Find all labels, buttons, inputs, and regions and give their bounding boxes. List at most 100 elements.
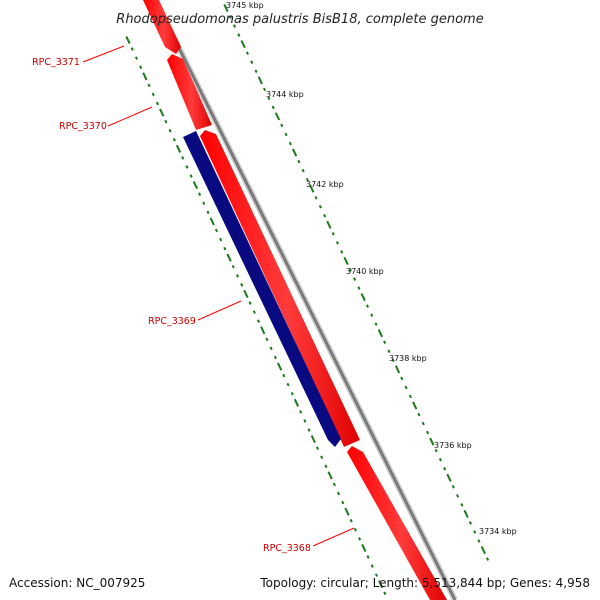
- gene-arrow-rpc-3371[interactable]: [143, 0, 181, 54]
- outer-tick-55: [460, 503, 464, 507]
- outer-tick-16: [291, 148, 298, 157]
- outer-tick-40: [394, 365, 401, 374]
- outer-tick-18: [301, 168, 305, 173]
- outer-tick-17: [297, 159, 301, 164]
- inner-tick-34: [269, 346, 273, 351]
- inner-tick-57: [366, 555, 370, 559]
- inner-tick-54: [353, 527, 357, 532]
- inner-tick-59: [374, 573, 379, 577]
- inner-tick-47: [324, 464, 328, 469]
- backbone: [152, 0, 458, 600]
- gene-arrow-rpc-3369-fwd[interactable]: [200, 130, 360, 447]
- inner-tick-5: [147, 83, 151, 88]
- gene-label-rpc-3371[interactable]: RPC_3371: [32, 57, 80, 68]
- outer-tick-43: [408, 394, 412, 399]
- inner-tick-12: [175, 144, 182, 153]
- outer-tick-12: [274, 112, 281, 121]
- outer-tick-29: [348, 268, 352, 272]
- outer-tick-14: [284, 132, 288, 137]
- outer-tick-42: [404, 385, 408, 390]
- tick-label-3742: 3742 kbp: [306, 180, 344, 189]
- inner-tick-marks: [125, 35, 387, 596]
- outer-tick-5: [245, 51, 250, 55]
- genome-title: Rhodopseudomonas palustris BisB18, compl…: [116, 12, 483, 27]
- outer-tick-30: [353, 277, 357, 281]
- gene-arrow-rpc-3369[interactable]: [183, 131, 341, 447]
- outer-tick-26: [335, 241, 340, 245]
- outer-tick-3: [237, 33, 241, 37]
- inner-tick-21: [214, 228, 219, 233]
- gene-label-rpc-3368[interactable]: RPC_3368: [263, 543, 311, 554]
- gene-arrow-rpc-3368[interactable]: [347, 446, 447, 600]
- inner-tick-39: [290, 391, 294, 396]
- inner-tick-24: [226, 253, 232, 262]
- inner-tick-61: [383, 591, 387, 596]
- outer-tick-32: [360, 293, 366, 302]
- outer-tick-10: [267, 96, 271, 101]
- inner-tick-27: [240, 283, 244, 287]
- outer-tick-11: [271, 105, 275, 110]
- inner-tick-6: [151, 92, 155, 97]
- genome-summary-text: Topology: circular; Length: 5,513,844 bp…: [259, 576, 590, 590]
- outer-tick-47: [425, 430, 430, 435]
- outer-tick-50: [438, 457, 442, 462]
- outer-tick-13: [280, 123, 284, 128]
- outer-tick-56: [463, 509, 469, 518]
- outer-tick-58: [473, 530, 477, 534]
- outer-tick-15: [288, 141, 292, 146]
- inner-tick-29: [248, 301, 252, 305]
- inner-tick-32: [260, 326, 266, 335]
- outer-tick-61: [485, 557, 490, 561]
- outer-tick-7: [254, 69, 258, 74]
- outer-tick-marks: [223, 3, 490, 561]
- forward-strand-genes: [143, 0, 447, 600]
- inner-tick-45: [315, 446, 320, 450]
- inner-tick-53: [349, 518, 353, 523]
- inner-tick-0: [125, 35, 131, 45]
- inner-tick-37: [282, 373, 286, 378]
- inner-tick-56: [361, 543, 367, 553]
- inner-tick-3: [139, 65, 143, 70]
- inner-tick-36: [276, 362, 283, 371]
- inner-tick-46: [320, 455, 324, 460]
- inner-tick-60: [378, 580, 384, 589]
- inner-tick-38: [286, 382, 290, 387]
- outer-tick-28: [343, 256, 349, 266]
- inner-tick-19: [206, 210, 210, 215]
- outer-tick-34: [370, 313, 374, 317]
- inner-tick-50: [336, 491, 341, 496]
- inner-tick-13: [181, 156, 185, 160]
- inner-tick-35: [273, 355, 277, 360]
- inner-tick-51: [341, 500, 345, 505]
- outer-tick-36: [377, 329, 383, 338]
- outer-tick-51: [443, 466, 447, 471]
- inner-tick-15: [189, 174, 193, 178]
- accession-text: Accession: NC_007925: [9, 576, 145, 590]
- tick-label-3734: 3734 kbp: [479, 527, 517, 536]
- gene-label-rpc-3370[interactable]: RPC_3370: [59, 121, 107, 132]
- inner-tick-4: [142, 72, 148, 81]
- gene-leader-lines: [82, 45, 355, 547]
- outer-tick-8: [257, 76, 263, 85]
- inner-tick-30: [252, 310, 256, 314]
- outer-tick-38: [387, 349, 391, 354]
- gene-arrow-rpc-3370[interactable]: [167, 54, 212, 130]
- inner-tick-7: [155, 101, 160, 106]
- outer-tick-0: [223, 3, 229, 13]
- inner-tick-44: [310, 435, 316, 444]
- tick-label-3736: 3736 kbp: [434, 441, 472, 450]
- tick-label-3745: 3745 kbp: [226, 1, 264, 10]
- inner-tick-58: [370, 564, 374, 568]
- reverse-strand-genes: [183, 131, 341, 447]
- outer-tick-48: [429, 437, 435, 446]
- outer-tick-27: [340, 250, 344, 254]
- inner-tick-22: [219, 237, 223, 242]
- outer-tick-23: [323, 213, 327, 218]
- inner-tick-14: [185, 165, 189, 169]
- outer-tick-35: [374, 322, 378, 326]
- gene-label-rpc-3369[interactable]: RPC_3369: [148, 316, 196, 327]
- outer-tick-19: [305, 177, 310, 182]
- outer-tick-31: [357, 286, 361, 290]
- tick-label-3744: 3744 kbp: [266, 90, 304, 99]
- inner-tick-23: [223, 246, 227, 251]
